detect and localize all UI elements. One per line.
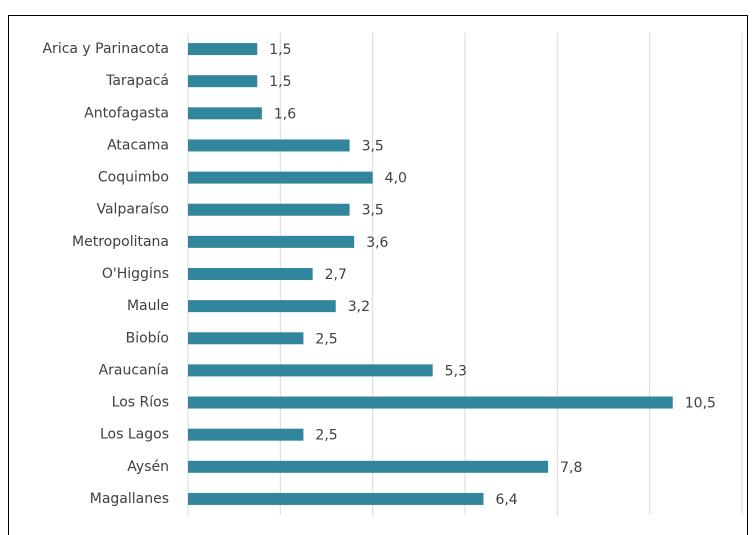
- bar: [188, 203, 350, 216]
- data-label: 3,5: [362, 138, 384, 154]
- y-tick-label: Metropolitana: [72, 234, 169, 250]
- bar: [188, 171, 373, 184]
- y-tick-label: Atacama: [107, 137, 169, 153]
- y-tick-label: Biobío: [126, 330, 169, 346]
- data-label: 1,5: [269, 42, 291, 58]
- chart-frame: [8, 15, 748, 535]
- bar: [188, 235, 355, 248]
- data-label: 7,8: [560, 460, 582, 476]
- bar: [188, 43, 258, 56]
- data-label: 1,5: [269, 74, 291, 90]
- data-label: 1,6: [274, 106, 296, 122]
- y-tick-label: Los Lagos: [100, 427, 169, 443]
- bar: [188, 492, 484, 505]
- data-label: 2,5: [315, 331, 337, 347]
- y-tick-label: Tarapacá: [105, 73, 169, 89]
- bar: [188, 75, 258, 88]
- bar: [188, 139, 350, 152]
- data-label: 4,0: [385, 171, 407, 187]
- y-tick-label: Los Ríos: [112, 395, 169, 411]
- bar: [188, 460, 549, 473]
- bar: [188, 428, 304, 441]
- bar: [188, 268, 313, 280]
- data-label: 3,6: [366, 235, 388, 251]
- y-tick-label: Valparaíso: [96, 202, 169, 218]
- y-tick-label: Magallanes: [90, 491, 169, 507]
- bar: [188, 300, 336, 313]
- y-tick-label: Maule: [127, 298, 169, 314]
- data-label: 6,4: [495, 492, 517, 508]
- data-label: 2,7: [325, 267, 347, 283]
- data-label: 10,5: [685, 396, 716, 412]
- data-label: 3,5: [362, 203, 384, 219]
- data-label: 2,5: [315, 428, 337, 444]
- bar: [188, 107, 262, 120]
- bar: [188, 364, 433, 377]
- y-tick-label: Coquimbo: [98, 170, 169, 186]
- bar: [188, 332, 304, 345]
- y-tick-label: Araucanía: [99, 362, 169, 378]
- data-label: 3,2: [348, 299, 370, 315]
- y-tick-label: O'Higgins: [102, 266, 169, 282]
- data-label: 5,3: [445, 363, 467, 379]
- y-tick-label: Antofagasta: [84, 105, 169, 121]
- bar: [188, 396, 673, 409]
- y-tick-label: Aysén: [127, 459, 169, 475]
- y-tick-label: Arica y Parinacota: [42, 41, 169, 57]
